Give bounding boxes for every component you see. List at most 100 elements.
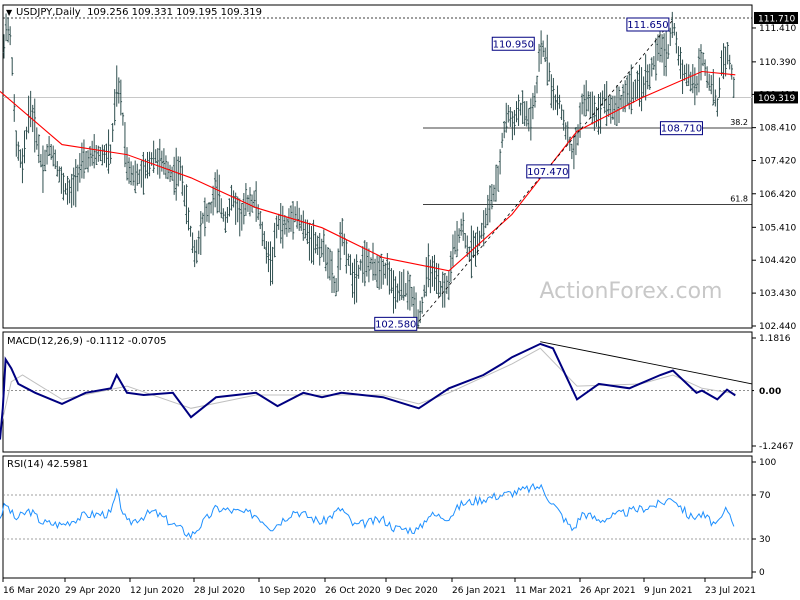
ohlc-bar [142, 151, 145, 195]
ohlc-bar [388, 261, 391, 295]
ohlc-bar [519, 102, 522, 116]
ohlc-bar [269, 241, 272, 286]
ohlc-bar [41, 145, 45, 193]
ohlc-bar [267, 241, 270, 273]
ohlc-bar [257, 204, 260, 220]
ohlc-bar [209, 201, 213, 214]
ohlc-bar [162, 148, 166, 175]
ohlc-bar [101, 144, 104, 166]
ohlc-bar [371, 242, 375, 281]
price-annotation: 110.950 [491, 36, 535, 51]
ohlc-bar [242, 192, 246, 225]
time-tick-label: 28 Jul 2020 [194, 586, 245, 596]
ohlc-bar [312, 219, 315, 265]
ohlc-bar [265, 240, 268, 264]
ohlc-bar [82, 139, 86, 179]
fib-level-label: 38.2 [730, 118, 748, 127]
ohlc-bar [211, 185, 215, 216]
time-tick-label: 9 Dec 2020 [386, 586, 438, 596]
ohlc-bar [443, 273, 446, 308]
ohlc-bar [435, 262, 438, 294]
ohlc-bar [365, 242, 369, 277]
ohlc-bar [699, 44, 703, 81]
ohlc-bar [503, 120, 506, 139]
ohlc-bar [562, 109, 565, 131]
ohlc-bar [710, 75, 713, 95]
time-tick-label: 29 Apr 2020 [65, 586, 121, 596]
ohlc-bar [359, 259, 362, 271]
ohlc-bar [127, 157, 131, 184]
ohlc-bar [138, 169, 141, 184]
ohlc-bar [492, 184, 496, 202]
ohlc-bar [695, 75, 699, 96]
ohlc-bar [324, 244, 328, 272]
ohlc-bar [72, 167, 75, 206]
ohlc-bar [39, 154, 43, 168]
ohlc-bar [330, 251, 334, 294]
ohlc-bar [86, 150, 90, 173]
symbol-dropdown-icon[interactable]: ▼ [6, 8, 13, 17]
time-tick-label: 9 Jun 2021 [644, 586, 692, 596]
ohlc-bar [129, 161, 133, 186]
ohlc-bar [382, 259, 385, 285]
ohlc-bar [439, 281, 442, 297]
ohlc-bar [154, 149, 157, 164]
ohlc-bar [544, 47, 547, 63]
ohlc-bar [279, 203, 282, 244]
ohlc-bar [19, 149, 22, 168]
ohlc-bar [47, 136, 51, 157]
ohlc-bar [537, 43, 541, 72]
ohlc-bar [8, 26, 12, 46]
ohlc-bar [25, 126, 28, 140]
ohlc-bar [140, 160, 143, 188]
current-price-label-bg [754, 91, 798, 104]
ohlc-bar [11, 57, 14, 76]
ohlc-bar [2, 34, 6, 59]
price-tick-label: 106.420 [759, 190, 796, 200]
ohlc-bar [172, 156, 176, 195]
ohlc-bar [505, 102, 508, 133]
ohlc-bar [187, 207, 190, 231]
ohlc-bar [701, 52, 705, 67]
ohlc-bar [23, 130, 26, 164]
ohlc-bar [654, 37, 658, 81]
ohlc-bar [6, 17, 10, 43]
ohlc-bar [302, 210, 305, 241]
ohlc-bar [400, 271, 403, 300]
ohlc-bar [572, 134, 576, 170]
ohlc-bar [548, 62, 551, 82]
moving-average-line [0, 70, 736, 272]
ohlc-bar [228, 198, 231, 217]
ohlc-bar [207, 202, 211, 223]
ohlc-bar [664, 26, 668, 77]
ohlc-bar [732, 76, 735, 98]
ohlc-bar [185, 184, 188, 225]
ohlc-bar [201, 212, 205, 224]
ohlc-bar [429, 259, 432, 294]
ohlc-bar [507, 104, 510, 123]
ohlc-bar [103, 145, 106, 164]
ohlc-bar [261, 221, 264, 246]
price-annotation: 111.650 [626, 17, 670, 32]
ohlc-bar [328, 248, 332, 281]
ohlc-bar [62, 172, 65, 201]
time-tick-label: 26 Jan 2021 [452, 586, 506, 596]
ohlc-bar [611, 95, 615, 120]
ohlc-bar [644, 54, 647, 101]
ohlc-bar [589, 91, 592, 119]
ohlc-bar [373, 258, 377, 280]
ohlc-bar [539, 30, 543, 65]
ohlc-bar [591, 91, 594, 125]
rsi-tick-label: 100 [759, 458, 776, 468]
ohlc-bar [667, 44, 670, 59]
price-tick-label: 107.420 [759, 157, 796, 167]
ohlc-bar [451, 234, 455, 267]
ohlc-bar [638, 64, 641, 107]
ohlc-bar [726, 42, 729, 65]
ohlc-bar [599, 92, 602, 134]
ohlc-bar [117, 77, 120, 104]
macd-current-label-text: 0.00 [759, 387, 781, 397]
ohlc-bar [703, 59, 707, 76]
ohlc-bar [136, 163, 139, 186]
current-price-label: 109.319 [754, 91, 798, 104]
